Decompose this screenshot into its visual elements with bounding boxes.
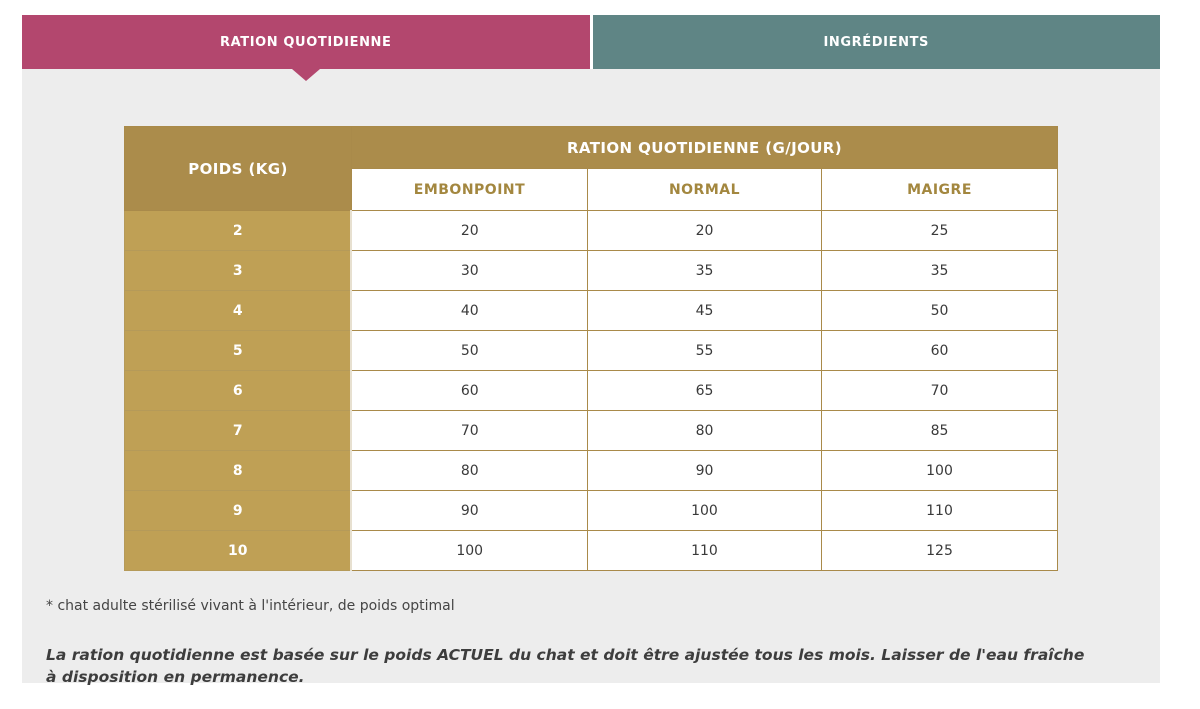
table-header-row-1: POIDS (KG) RATION QUOTIDIENNE (G/JOUR) (123, 126, 1059, 211)
ration-value: 65 (586, 370, 822, 411)
feeding-guide-widget: RATION QUOTIDIENNE INGRÉDIENTS POIDS (KG… (22, 15, 1160, 686)
ration-value: 60 (350, 370, 588, 411)
table-row: 4 40 45 50 (123, 290, 1059, 331)
ration-value: 20 (350, 210, 588, 251)
weight-cell: 8 (123, 450, 353, 491)
weight-cell: 6 (123, 370, 353, 411)
ration-value: 35 (586, 250, 822, 291)
ration-value: 45 (586, 290, 822, 331)
weight-cell: 5 (123, 330, 353, 371)
ration-value: 100 (586, 490, 822, 531)
weight-cell: 4 (123, 290, 353, 331)
ration-value: 50 (350, 330, 588, 371)
weight-column-header: POIDS (KG) (123, 126, 352, 211)
footnote-text: * chat adulte stérilisé vivant à l'intér… (46, 598, 455, 614)
weight-cell: 10 (123, 530, 353, 571)
tab-ration-quotidienne[interactable]: RATION QUOTIDIENNE (22, 15, 590, 81)
table-row: 9 90 100 110 (123, 490, 1059, 531)
weight-cell: 3 (123, 250, 353, 291)
weight-cell: 2 (123, 210, 353, 251)
tab-bar: RATION QUOTIDIENNE INGRÉDIENTS (22, 15, 1160, 81)
ration-value: 70 (350, 410, 588, 451)
ration-value: 55 (586, 330, 822, 371)
column-header-embonpoint: EMBONPOINT (350, 168, 588, 211)
table-row: 2 20 20 25 (123, 210, 1059, 251)
ration-span-header: RATION QUOTIDIENNE (G/JOUR) (350, 126, 1059, 169)
ration-value: 40 (350, 290, 588, 331)
tab-ration-label: RATION QUOTIDIENNE (219, 34, 392, 50)
table-row: 3 30 35 35 (123, 250, 1059, 291)
ration-value: 100 (350, 530, 588, 571)
ration-value: 35 (820, 250, 1059, 291)
ration-table: POIDS (KG) RATION QUOTIDIENNE (G/JOUR) E… (123, 126, 1059, 571)
ration-value: 90 (350, 490, 588, 531)
ration-value: 110 (586, 530, 822, 571)
weight-cell: 9 (123, 490, 353, 531)
ration-value: 90 (586, 450, 822, 491)
ration-value: 110 (820, 490, 1059, 531)
tab-ingredients-label: INGRÉDIENTS (823, 34, 929, 50)
column-header-normal: NORMAL (586, 168, 822, 211)
column-header-maigre: MAIGRE (820, 168, 1059, 211)
ration-value: 20 (586, 210, 822, 251)
feeding-note-text: La ration quotidienne est basée sur le p… (46, 646, 1085, 687)
ration-value: 25 (820, 210, 1059, 251)
table-row: 7 70 80 85 (123, 410, 1059, 451)
ration-value: 80 (586, 410, 822, 451)
table-row: 6 60 65 70 (123, 370, 1059, 411)
ration-value: 100 (820, 450, 1059, 491)
table-header-row-2: EMBONPOINT NORMAL MAIGRE (124, 168, 1059, 211)
ration-value: 30 (350, 250, 588, 291)
ration-value: 85 (820, 410, 1059, 451)
ration-value: 80 (350, 450, 588, 491)
active-tab-caret-icon (291, 69, 320, 81)
tab-ingredients[interactable]: INGRÉDIENTS (592, 15, 1160, 69)
ration-value: 50 (820, 290, 1059, 331)
table-row: 8 80 90 100 (123, 450, 1059, 491)
ration-panel: POIDS (KG) RATION QUOTIDIENNE (G/JOUR) E… (22, 69, 1160, 686)
weight-cell: 7 (123, 410, 353, 451)
ration-value: 60 (820, 330, 1059, 371)
ration-value: 70 (820, 370, 1059, 411)
table-row: 5 50 55 60 (123, 330, 1059, 371)
table-row: 10 100 110 125 (123, 530, 1059, 571)
ration-value: 125 (820, 530, 1059, 571)
